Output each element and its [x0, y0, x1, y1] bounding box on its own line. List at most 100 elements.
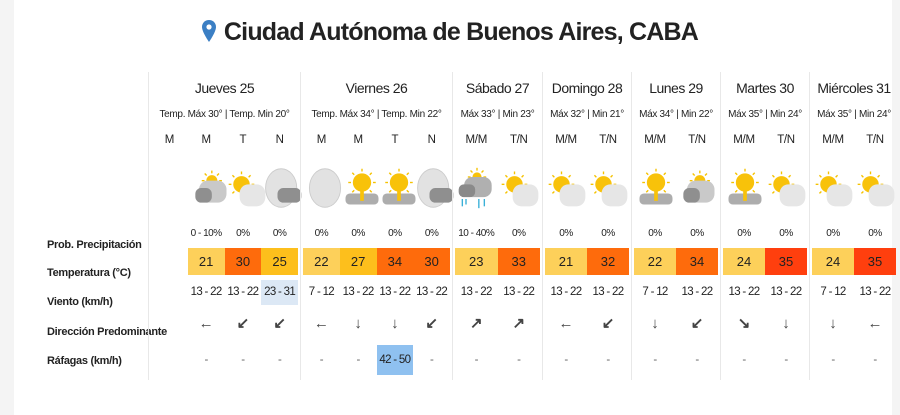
wind-gust: -	[430, 354, 434, 366]
precipitation-probability: 0%	[648, 228, 662, 239]
temperature-cell: 23	[455, 248, 498, 275]
period-label: T	[391, 134, 399, 146]
period-slot: M/M 0% 24 7 - 12 ↓ -	[812, 72, 854, 380]
right-scrollbar[interactable]	[892, 0, 900, 415]
wind-speed: 23 - 31	[261, 280, 298, 305]
wind-direction-northeast-arrow-icon: ↗	[469, 315, 483, 332]
day-name: Sábado 27	[465, 80, 530, 96]
period-slot: T/N 0% 35 13 - 22 ↓ -	[765, 72, 807, 380]
wind-direction-south-arrow-icon: ↓	[782, 315, 790, 332]
day-name: Miércoles 31	[817, 80, 891, 96]
wind-gust: -	[319, 354, 324, 366]
wind-direction-southwest-arrow-icon: ↙	[601, 315, 615, 332]
sun-dark-cloud-icon	[340, 166, 379, 216]
day-column: Domingo 28 Máx 32° | Min 21° M/M 0% 21 13 - 2…	[542, 72, 631, 380]
day-column: Sábado 27 Máx 33° | Min 23° M/M 10 - 40% 23 1…	[452, 72, 542, 380]
wind-direction-south-arrow-icon: ↓	[391, 315, 399, 332]
day-name: Lunes 29	[649, 80, 703, 96]
temperature-cell: 25	[261, 248, 298, 275]
day-temp-range: Máx 33° | Min 23°	[460, 109, 535, 120]
label-precipitation: Prob. Precipitación	[47, 239, 142, 251]
wind-gust: -	[204, 354, 209, 366]
wind-speed: 13 - 22	[416, 286, 448, 298]
wind-speed: 13 - 22	[342, 286, 375, 298]
precipitation-probability: 0%	[737, 228, 751, 239]
wind-gust: -	[356, 354, 361, 366]
wind-speed: 13 - 22	[681, 286, 714, 298]
day-temp-range: Temp. Máx 34° | Temp. Min 22°	[311, 109, 442, 120]
sun-cloud-icon	[498, 166, 541, 216]
precipitation-probability: 0%	[388, 228, 402, 239]
day-temp-range: Máx 34° | Min 22°	[639, 109, 713, 120]
precipitation-probability: 0%	[236, 228, 250, 239]
wind-direction-south-arrow-icon: ↓	[354, 315, 362, 332]
wind-direction-west-arrow-icon: ←	[198, 315, 214, 332]
period-label: T	[239, 134, 247, 146]
day-name: Martes 30	[736, 80, 794, 96]
period-slot: T/N 0% 33 13 - 22 ↗ -	[497, 72, 541, 380]
temperature-cell: 24	[723, 248, 765, 275]
period-label: M	[316, 134, 327, 146]
temperature-cell: 21	[187, 248, 225, 275]
precipitation-probability: 0%	[351, 228, 365, 239]
period-slot: M/M 0% 24 13 - 22 ↘ -	[723, 72, 765, 380]
sun-dark-cloud-icon	[723, 166, 765, 216]
left-margin	[0, 0, 14, 415]
temperature-cell: 33	[497, 248, 540, 275]
period-slot: M/M 0% 21 13 - 22 ← -	[545, 72, 587, 380]
day-column: Martes 30 Máx 35° | Min 24° M/M 0% 24 13 - 22…	[720, 72, 809, 380]
moon-cloud-icon	[261, 166, 302, 216]
period-slot: M/M 0% 22 7 - 12 ↓ -	[634, 72, 676, 380]
period-slot: N 0% 25 23 - 31 ↙ -	[261, 72, 302, 380]
partly-cloudy-sun-dark-icon	[188, 166, 227, 216]
day-temp-range: Temp. Máx 30° | Temp. Min 20°	[159, 109, 290, 120]
day-column: Lunes 29 Máx 34° | Min 22° M/M 0% 22 7 - 12 ↓ -…	[631, 72, 720, 380]
period-slot: T 0% 34 13 - 22 ↓ 42 - 50	[376, 72, 415, 380]
sun-cloud-icon	[854, 166, 896, 216]
temperature-cell: 30	[224, 248, 262, 275]
period-slot: M 0 - 10% 21 13 - 22 ← -	[187, 72, 227, 380]
temperature-cell: 35	[854, 248, 896, 275]
period-label: M	[201, 134, 211, 146]
period-label: M	[164, 134, 175, 146]
day-column: Miércoles 31 Máx 35° | Min 24° M/M 0% 24 7 - …	[809, 72, 898, 380]
precipitation-probability: 0%	[690, 228, 704, 239]
wind-gust: -	[606, 354, 610, 366]
precipitation-probability: 0%	[424, 228, 439, 239]
wind-gust: -	[742, 354, 746, 366]
label-temperature: Temperatura (°C)	[47, 267, 131, 279]
label-gusts: Ráfagas (km/h)	[47, 355, 122, 367]
period-label: N	[275, 134, 284, 146]
wind-speed: 13 - 22	[379, 286, 411, 298]
period-slot: T/N 0% 32 13 - 22 ↙ -	[587, 72, 629, 380]
wind-speed: 13 - 22	[770, 286, 803, 298]
temperature-cell: 22	[303, 248, 340, 275]
wind-speed: 13 - 22	[592, 286, 625, 298]
wind-gust: -	[278, 354, 282, 366]
period-label: M/M	[465, 134, 488, 146]
wind-gust: -	[517, 354, 521, 366]
precipitation-probability: 0%	[272, 228, 287, 239]
sun-cloud-icon	[587, 166, 629, 216]
wind-direction-west-arrow-icon: ←	[313, 315, 329, 332]
temperature-cell: 35	[765, 248, 807, 275]
period-label: T/N	[688, 134, 706, 146]
wind-direction-southeast-arrow-icon: ↘	[737, 315, 751, 332]
wind-gust: -	[653, 354, 657, 366]
period-slot: T/N 0% 35 13 - 22 ← -	[854, 72, 896, 380]
wind-gust: -	[564, 354, 568, 366]
precipitation-probability: 0%	[601, 228, 615, 239]
partly-cloudy-sun-dark-icon	[676, 166, 718, 216]
period-label: M/M	[555, 134, 577, 146]
wind-gust: -	[474, 354, 479, 366]
wind-speed: 13 - 22	[460, 286, 493, 298]
wind-direction-northeast-arrow-icon: ↗	[512, 315, 526, 332]
day-name: Viernes 26	[345, 80, 408, 96]
label-direction: Dirección Predominante	[47, 326, 167, 338]
location-title: Ciudad Autónoma de Buenos Aires, CABA	[223, 18, 699, 46]
wind-speed: 13 - 22	[227, 286, 259, 298]
period-slot: M 0% 27 13 - 22 ↓ -	[339, 72, 379, 380]
wind-speed: 7 - 12	[308, 286, 335, 298]
wind-gust: -	[695, 354, 699, 366]
wind-gust: -	[784, 354, 788, 366]
